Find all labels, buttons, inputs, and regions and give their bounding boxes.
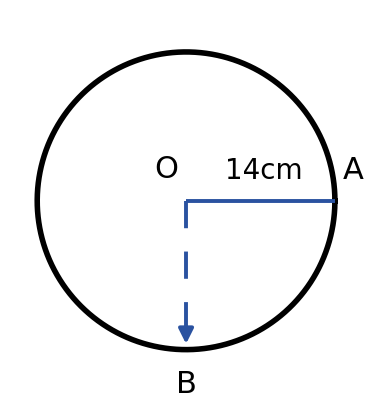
Text: A: A xyxy=(342,156,363,185)
Text: B: B xyxy=(176,369,197,398)
Text: O: O xyxy=(155,154,179,183)
Text: 14cm: 14cm xyxy=(224,157,302,185)
